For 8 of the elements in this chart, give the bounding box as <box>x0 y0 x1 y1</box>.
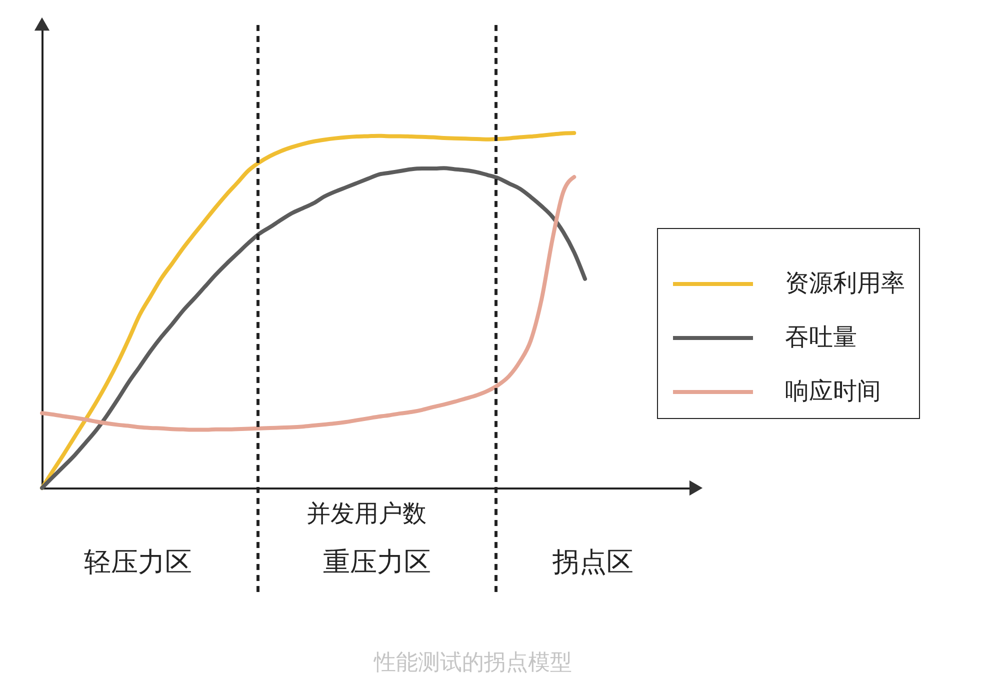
text: 轻压力区 <box>84 547 192 577</box>
legend-label: 响应时间 <box>785 378 881 405</box>
x-axis-title: 并发用户数 <box>306 500 426 528</box>
legend-label: 吞吐量 <box>785 324 857 351</box>
legend-label: 资源利用率 <box>785 270 905 297</box>
text: 性能测试的拐点模型 <box>373 650 572 674</box>
text: 重压力区 <box>323 547 431 577</box>
text: 拐点区 <box>552 547 634 577</box>
